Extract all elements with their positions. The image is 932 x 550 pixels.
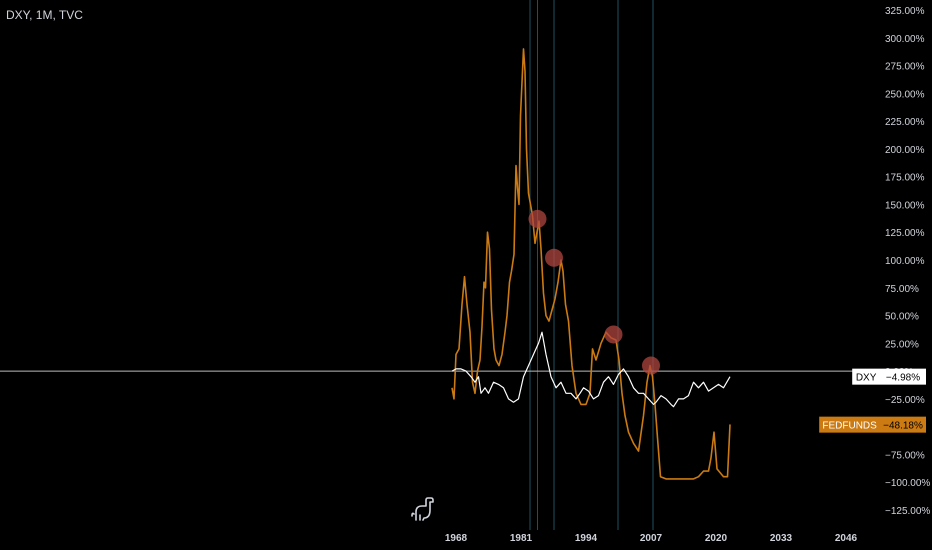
x-axis-ticks: 1968 1981 1994 2007 2020 2033 2046	[445, 533, 858, 544]
y-tick-label: 75.00%	[885, 284, 919, 295]
y-tick-label: 200.00%	[885, 145, 925, 156]
y-tick-label: 300.00%	[885, 34, 925, 45]
marker-3	[642, 356, 660, 375]
y-tick-label: 175.00%	[885, 173, 925, 184]
dinosaur-icon	[411, 497, 434, 521]
dxy-name-box	[852, 368, 880, 385]
y-tick-label: 150.00%	[885, 200, 925, 211]
x-tick-label: 1981	[510, 533, 533, 544]
y-tick-label: 225.00%	[885, 117, 925, 128]
chart-title: DXY, 1M, TVC	[6, 8, 83, 22]
marker-1	[545, 248, 563, 267]
y-tick-label: 250.00%	[885, 89, 925, 100]
fedfunds-value-box	[880, 416, 926, 433]
x-tick-label: 2046	[835, 533, 858, 544]
fedfunds-tag: FEDFUNDS −48.18%	[819, 416, 926, 433]
x-tick-label: 2020	[705, 533, 728, 544]
dxy-value-label: −4.98%	[886, 373, 920, 384]
y-tick-label: 100.00%	[885, 256, 925, 267]
y-axis-ticks: 325.00% 300.00% 275.00% 250.00% 225.00% 200.0…	[885, 6, 930, 517]
x-tick-label: 1968	[445, 533, 468, 544]
y-tick-label: 25.00%	[885, 339, 919, 350]
y-tick-label: −75.00%	[885, 450, 925, 461]
marker-0	[528, 209, 547, 228]
y-tick-label: −25.00%	[885, 395, 925, 406]
x-tick-label: 2007	[640, 533, 663, 544]
markers-group	[528, 209, 660, 375]
y-tick-label: 275.00%	[885, 62, 925, 73]
fedfunds-name-box	[819, 416, 880, 433]
x-tick-label: 2033	[770, 533, 793, 544]
marker-2	[604, 325, 623, 344]
y-tick-label: 125.00%	[885, 228, 925, 239]
dxy-value-box	[880, 368, 926, 385]
x-tick-label: 1994	[575, 533, 598, 544]
dxy-name-label: DXY	[856, 373, 877, 384]
fedfunds-value-label: −48.18%	[883, 421, 923, 432]
fedfunds-series-line	[451, 48, 731, 480]
vertical-lines-group	[529, 0, 654, 530]
y-tick-label: 325.00%	[885, 6, 925, 17]
y-tick-label: 50.00%	[885, 312, 919, 323]
y-tick-label: −125.00%	[885, 506, 930, 517]
dxy-series-line	[451, 331, 731, 408]
series-tags: DXY −4.98% FEDFUNDS −48.18%	[819, 368, 926, 433]
dxy-tag: DXY −4.98%	[852, 368, 926, 385]
fedfunds-name-label: FEDFUNDS	[822, 421, 877, 432]
y-tick-label: −100.00%	[885, 478, 930, 489]
